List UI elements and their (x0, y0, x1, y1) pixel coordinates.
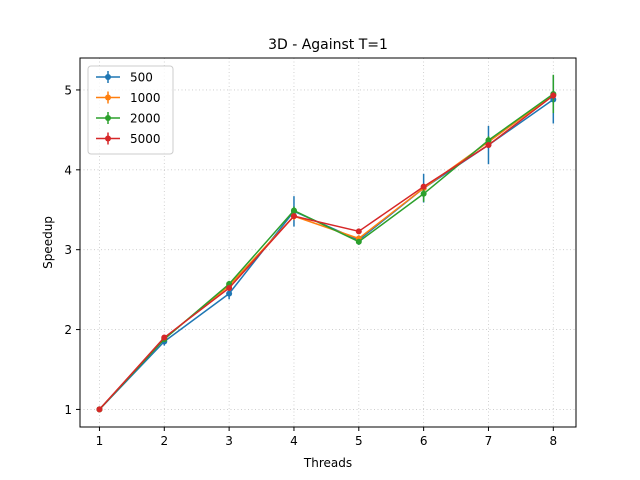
x-tick-label: 7 (485, 434, 493, 448)
data-point (550, 92, 557, 99)
legend: 500 1000 2000 5000 (87, 65, 174, 155)
legend-marker (105, 115, 111, 121)
x-tick-label: 4 (290, 434, 298, 448)
data-point (485, 142, 492, 149)
data-point (226, 290, 233, 297)
plot-frame (79, 57, 577, 428)
data-point (420, 183, 427, 190)
data-point (485, 137, 492, 144)
y-tick-label: 5 (64, 83, 72, 97)
axis-ticks: 1 2 3 4 5 6 7 8 1 2 3 4 5 (64, 83, 557, 448)
legend-label: 500 (130, 71, 153, 85)
data-point (226, 285, 233, 292)
legend-marker (105, 74, 111, 80)
legend-label: 1000 (130, 91, 161, 105)
data-point (161, 334, 168, 341)
data-point (355, 228, 362, 235)
chart-title: 3D - Against T=1 (268, 37, 388, 53)
x-tick-label: 5 (355, 434, 363, 448)
y-tick-label: 1 (64, 403, 72, 417)
series-5000 (96, 92, 557, 413)
grid (80, 58, 576, 427)
data-point (355, 238, 362, 245)
legend-item: 5000 (96, 132, 161, 146)
legend-label: 2000 (130, 112, 161, 126)
data-point (290, 213, 297, 220)
data-point (420, 190, 427, 197)
legend-item: 1000 (96, 91, 161, 105)
legend-label: 5000 (130, 132, 161, 146)
series-layer (96, 74, 557, 413)
legend-item: 2000 (96, 112, 161, 126)
series-line (98, 94, 554, 410)
y-tick-label: 3 (64, 243, 72, 257)
y-tick-label: 2 (64, 323, 72, 337)
x-tick-label: 6 (420, 434, 428, 448)
legend-marker (105, 135, 111, 142)
x-tick-label: 1 (96, 434, 104, 448)
data-point (96, 406, 103, 413)
legend-box (87, 65, 174, 155)
y-axis-label: Speedup (41, 216, 55, 269)
x-tick-label: 8 (549, 434, 557, 448)
x-tick-label: 2 (160, 434, 168, 448)
legend-marker (105, 94, 111, 101)
x-tick-label: 3 (225, 434, 233, 448)
data-point (290, 207, 297, 214)
x-axis-label: Threads (303, 456, 352, 470)
y-tick-label: 4 (64, 163, 72, 177)
legend-item: 500 (96, 71, 153, 85)
